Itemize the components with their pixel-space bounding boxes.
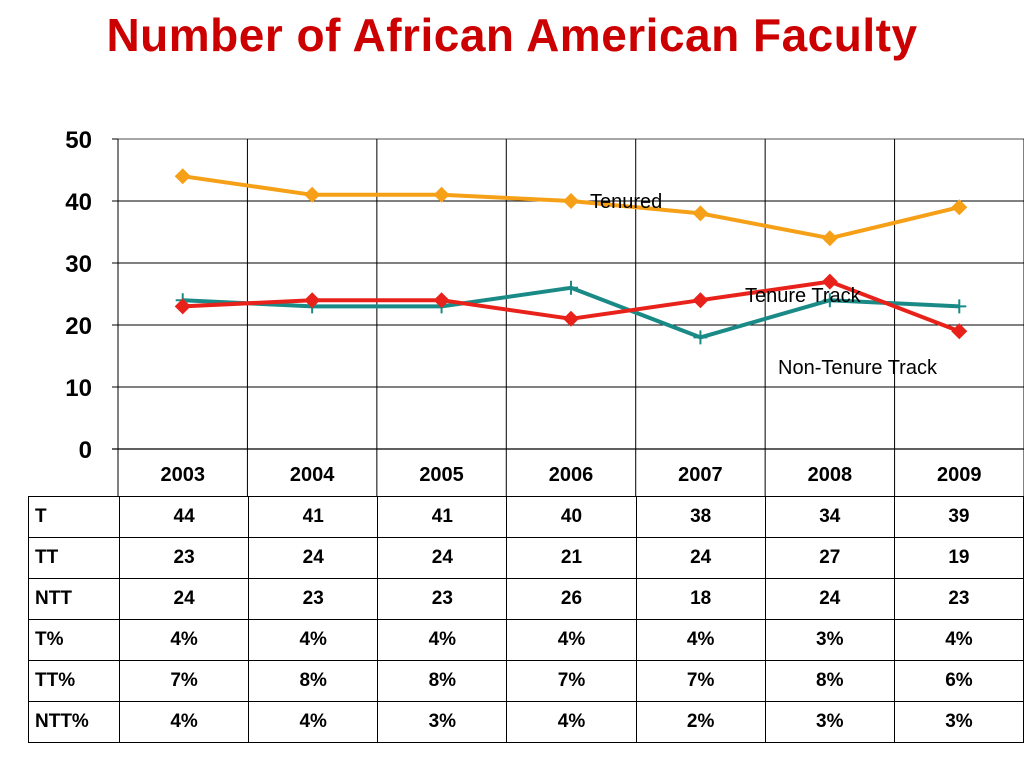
table-cell: 23 — [377, 578, 508, 620]
table-cell: 41 — [377, 496, 508, 538]
table-cell: 24 — [377, 537, 508, 579]
data-point — [304, 292, 321, 309]
row-label: TT% — [28, 660, 120, 702]
table-cell: 41 — [248, 496, 379, 538]
table-cell: 38 — [635, 496, 766, 538]
table-cell: 4% — [118, 619, 250, 661]
data-point — [952, 299, 967, 314]
table-cell: 3% — [764, 701, 895, 743]
table-row: TT 23 24 24 21 24 27 19 — [28, 537, 1024, 579]
y-tick-label: 10 — [65, 375, 92, 402]
table-cell: 24 — [635, 537, 766, 579]
table-cell: 6% — [893, 660, 1024, 702]
table-cell: 34 — [764, 496, 895, 538]
table-cell: 8% — [377, 660, 508, 702]
table-row: NTT 24 23 23 26 18 24 23 — [28, 578, 1024, 620]
table-cell: 39 — [893, 496, 1024, 538]
x-tick-label: 2004 — [290, 464, 335, 486]
data-point — [951, 323, 968, 340]
data-point — [433, 186, 450, 203]
table-cell: 4% — [506, 701, 637, 743]
data-point — [563, 310, 579, 327]
data-table: T 44 41 41 40 38 34 39 TT 23 24 24 21 24 27 19 NTT 24 23 23… — [28, 496, 1024, 743]
table-cell: 24 — [764, 578, 895, 620]
table-cell: 24 — [248, 537, 379, 579]
x-tick-label: 2007 — [678, 464, 723, 486]
x-tick-label: 2003 — [160, 464, 205, 486]
row-label: TT — [28, 537, 120, 579]
x-tick-label: 2008 — [808, 464, 853, 486]
table-cell: 27 — [764, 537, 895, 579]
data-point — [693, 330, 708, 345]
table-cell: 7% — [118, 660, 250, 702]
table-row: T% 4% 4% 4% 4% 4% 3% 4% — [28, 619, 1024, 661]
series-label: Tenure Track — [745, 285, 862, 307]
data-point — [821, 273, 838, 290]
table-cell: 44 — [118, 496, 250, 538]
series-label: Tenured — [590, 191, 662, 213]
table-cell: 4% — [506, 619, 637, 661]
table-cell: 4% — [248, 619, 379, 661]
table-cell: 18 — [635, 578, 766, 620]
data-point — [692, 292, 709, 309]
data-point — [174, 168, 191, 185]
y-tick-label: 40 — [65, 189, 92, 216]
table-cell: 21 — [506, 537, 637, 579]
table-cell: 4% — [635, 619, 766, 661]
table-cell: 4% — [248, 701, 379, 743]
table-row: T 44 41 41 40 38 34 39 — [28, 496, 1024, 538]
row-label: T% — [28, 619, 120, 661]
data-point — [951, 199, 968, 216]
table-row: TT% 7% 8% 8% 7% 7% 8% 6% — [28, 660, 1024, 702]
data-point — [821, 230, 838, 247]
table-cell: 23 — [248, 578, 379, 620]
row-label: NTT% — [28, 701, 120, 743]
table-cell: 40 — [506, 496, 637, 538]
table-cell: 3% — [764, 619, 895, 661]
table-cell: 4% — [118, 701, 250, 743]
row-label: T — [28, 496, 120, 538]
x-tick-label: 2009 — [937, 464, 982, 486]
data-point — [822, 293, 837, 308]
row-label: NTT — [28, 578, 120, 620]
table-cell: 7% — [635, 660, 766, 702]
line-chart: 0 10 20 30 40 50 2003 2004 2005 2006 2007 2008 2009 T… — [65, 127, 1024, 496]
data-point — [563, 193, 579, 209]
data-point — [564, 280, 578, 295]
x-tick-label: 2005 — [419, 464, 464, 486]
table-cell: 4% — [377, 619, 508, 661]
data-point — [304, 186, 321, 203]
table-cell: 3% — [893, 701, 1024, 743]
table-cell: 23 — [118, 537, 250, 579]
table-cell: 26 — [506, 578, 637, 620]
x-tick-label: 2006 — [549, 464, 594, 486]
table-cell: 2% — [635, 701, 766, 743]
y-tick-label: 50 — [65, 127, 92, 154]
series-label: Non-Tenure Track — [778, 357, 938, 379]
table-cell: 8% — [248, 660, 379, 702]
table-cell: 19 — [893, 537, 1024, 579]
data-point — [174, 298, 191, 315]
table-row: NTT% 4% 4% 3% 4% 2% 3% 3% — [28, 701, 1024, 743]
chart-title: Number of African American Faculty — [106, 9, 918, 61]
table-cell: 24 — [118, 578, 250, 620]
table-cell: 7% — [506, 660, 637, 702]
y-tick-label: 30 — [65, 251, 92, 278]
data-point — [433, 292, 450, 309]
y-tick-label: 0 — [79, 437, 92, 464]
y-tick-label: 20 — [65, 313, 92, 340]
data-point — [692, 205, 709, 222]
table-cell: 23 — [893, 578, 1024, 620]
table-cell: 3% — [377, 701, 508, 743]
table-cell: 4% — [893, 619, 1024, 661]
table-cell: 8% — [764, 660, 895, 702]
